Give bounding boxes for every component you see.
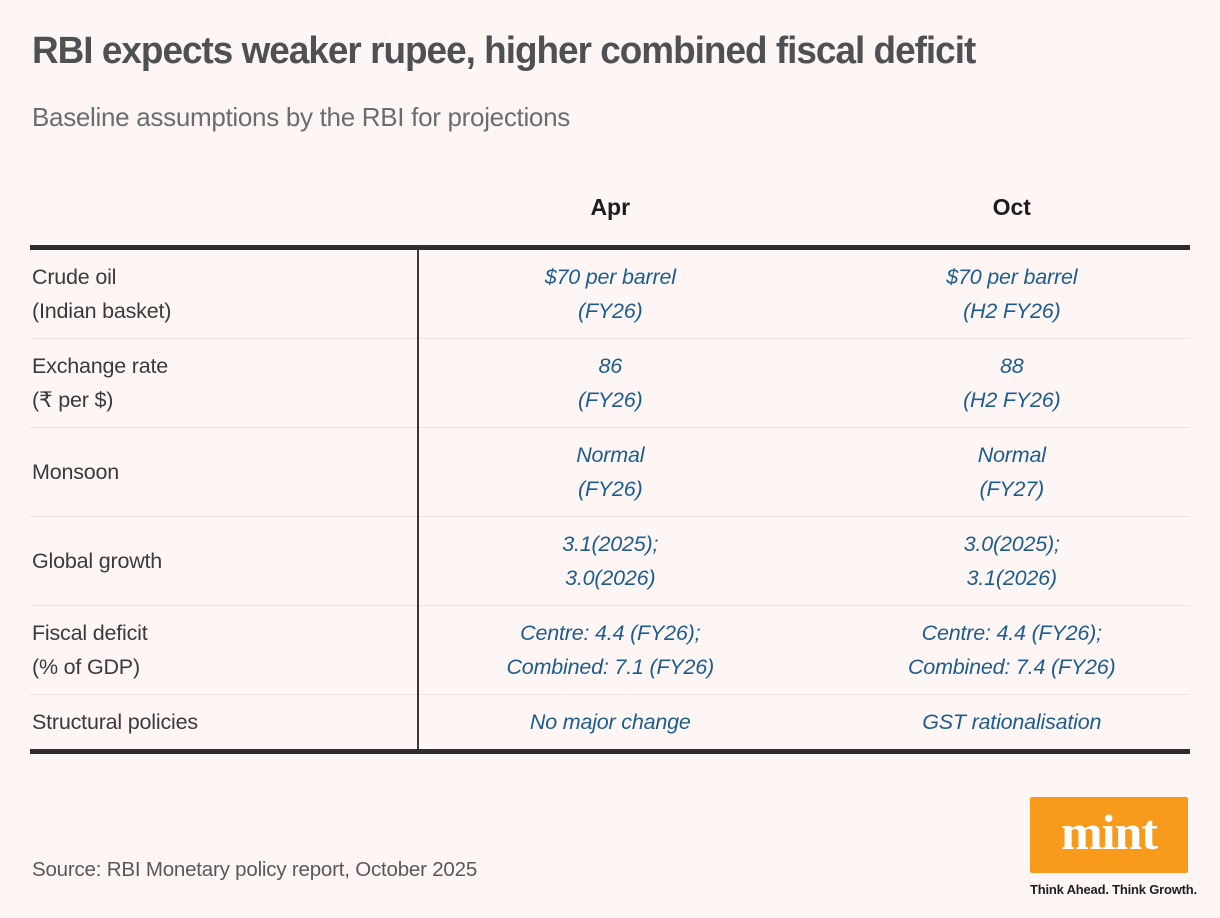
row-label: Fiscal deficit (% of GDP) [30, 616, 417, 684]
vertical-divider [417, 250, 419, 749]
table-row-fiscal-deficit: Fiscal deficit (% of GDP) Centre: 4.4 (F… [30, 605, 1190, 694]
cell-apr: No major change [417, 705, 804, 739]
column-header-oct: Oct [992, 194, 1031, 220]
cell-value-line: Centre: 4.4 (FY26); [921, 621, 1102, 645]
cell-oct: $70 per barrel (H2 FY26) [804, 260, 1191, 328]
cell-value-line: Normal [977, 443, 1046, 467]
row-label-line: (Indian basket) [32, 299, 172, 323]
row-label-line: Crude oil [32, 265, 117, 289]
row-label: Crude oil (Indian basket) [30, 260, 417, 328]
row-label: Structural policies [30, 705, 417, 739]
cell-apr: Centre: 4.4 (FY26); Combined: 7.1 (FY26) [417, 616, 804, 684]
cell-oct: 3.0(2025); 3.1(2026) [804, 527, 1191, 595]
cell-value-line: (H2 FY26) [963, 388, 1061, 412]
column-headers: Apr Oct [30, 194, 1190, 221]
cell-value-line: (FY26) [577, 388, 643, 412]
row-label: Monsoon [30, 438, 417, 506]
cell-value-line: $70 per barrel [946, 265, 1078, 289]
cell-oct: 88 (H2 FY26) [804, 349, 1191, 417]
cell-oct: Centre: 4.4 (FY26); Combined: 7.4 (FY26) [804, 616, 1191, 684]
cell-apr: $70 per barrel (FY26) [417, 260, 804, 328]
row-label-line: Exchange rate [32, 354, 169, 378]
page-title: RBI expects weaker rupee, higher combine… [32, 30, 976, 72]
cell-value-line: (FY27) [979, 477, 1044, 501]
cell-value-line: $70 per barrel [544, 265, 676, 289]
cell-apr: 3.1(2025); 3.0(2026) [417, 527, 804, 595]
cell-value-line: Combined: 7.1 (FY26) [506, 655, 714, 679]
cell-value-line: 88 [999, 354, 1024, 378]
table-row-crude-oil: Crude oil (Indian basket) $70 per barrel… [30, 250, 1190, 338]
row-label-line: (% of GDP) [32, 655, 140, 679]
cell-value-line: 3.1(2026) [966, 566, 1057, 590]
mint-logo-text: mint [1061, 804, 1158, 860]
table-row-structural-policies: Structural policies No major change GST … [30, 694, 1190, 749]
cell-value-line: 86 [598, 354, 622, 378]
cell-value-line: (FY26) [577, 477, 643, 501]
cell-value-line: GST rationalisation [922, 710, 1102, 734]
row-label-line: Fiscal deficit [32, 621, 148, 645]
cell-oct: GST rationalisation [804, 705, 1191, 739]
column-header-apr: Apr [590, 194, 631, 220]
mint-tagline: Think Ahead. Think Growth. [1030, 882, 1197, 897]
cell-value-line: 3.0(2026) [565, 566, 656, 590]
cell-value-line: 3.0(2025); [963, 532, 1060, 556]
table-row-global-growth: Global growth 3.1(2025); 3.0(2026) 3.0(2… [30, 516, 1190, 605]
cell-apr: 86 (FY26) [417, 349, 804, 417]
mint-logo: mint [1030, 797, 1188, 873]
cell-value-line: (FY26) [577, 299, 643, 323]
assumptions-table: Crude oil (Indian basket) $70 per barrel… [30, 245, 1190, 754]
source-note: Source: RBI Monetary policy report, Octo… [32, 858, 478, 881]
cell-value-line: Combined: 7.4 (FY26) [907, 655, 1116, 679]
cell-value-line: Centre: 4.4 (FY26); [520, 621, 701, 645]
cell-apr: Normal (FY26) [417, 438, 804, 506]
page-subtitle: Baseline assumptions by the RBI for proj… [32, 102, 570, 132]
row-label-line: Structural policies [32, 710, 198, 734]
row-label: Global growth [30, 527, 417, 595]
cell-value-line: No major change [529, 710, 691, 734]
row-label-line: (₹ per $) [32, 388, 114, 412]
column-header-spacer [30, 194, 417, 221]
cell-oct: Normal (FY27) [804, 438, 1191, 506]
table-row-exchange-rate: Exchange rate (₹ per $) 86 (FY26) 88 (H2… [30, 338, 1190, 427]
cell-value-line: Normal [576, 443, 645, 467]
table-row-monsoon: Monsoon Normal (FY26) Normal (FY27) [30, 427, 1190, 516]
row-label-line: Global growth [32, 549, 163, 573]
row-label: Exchange rate (₹ per $) [30, 349, 417, 417]
row-label-line: Monsoon [32, 460, 120, 484]
cell-value-line: 3.1(2025); [562, 532, 659, 556]
cell-value-line: (H2 FY26) [963, 299, 1061, 323]
